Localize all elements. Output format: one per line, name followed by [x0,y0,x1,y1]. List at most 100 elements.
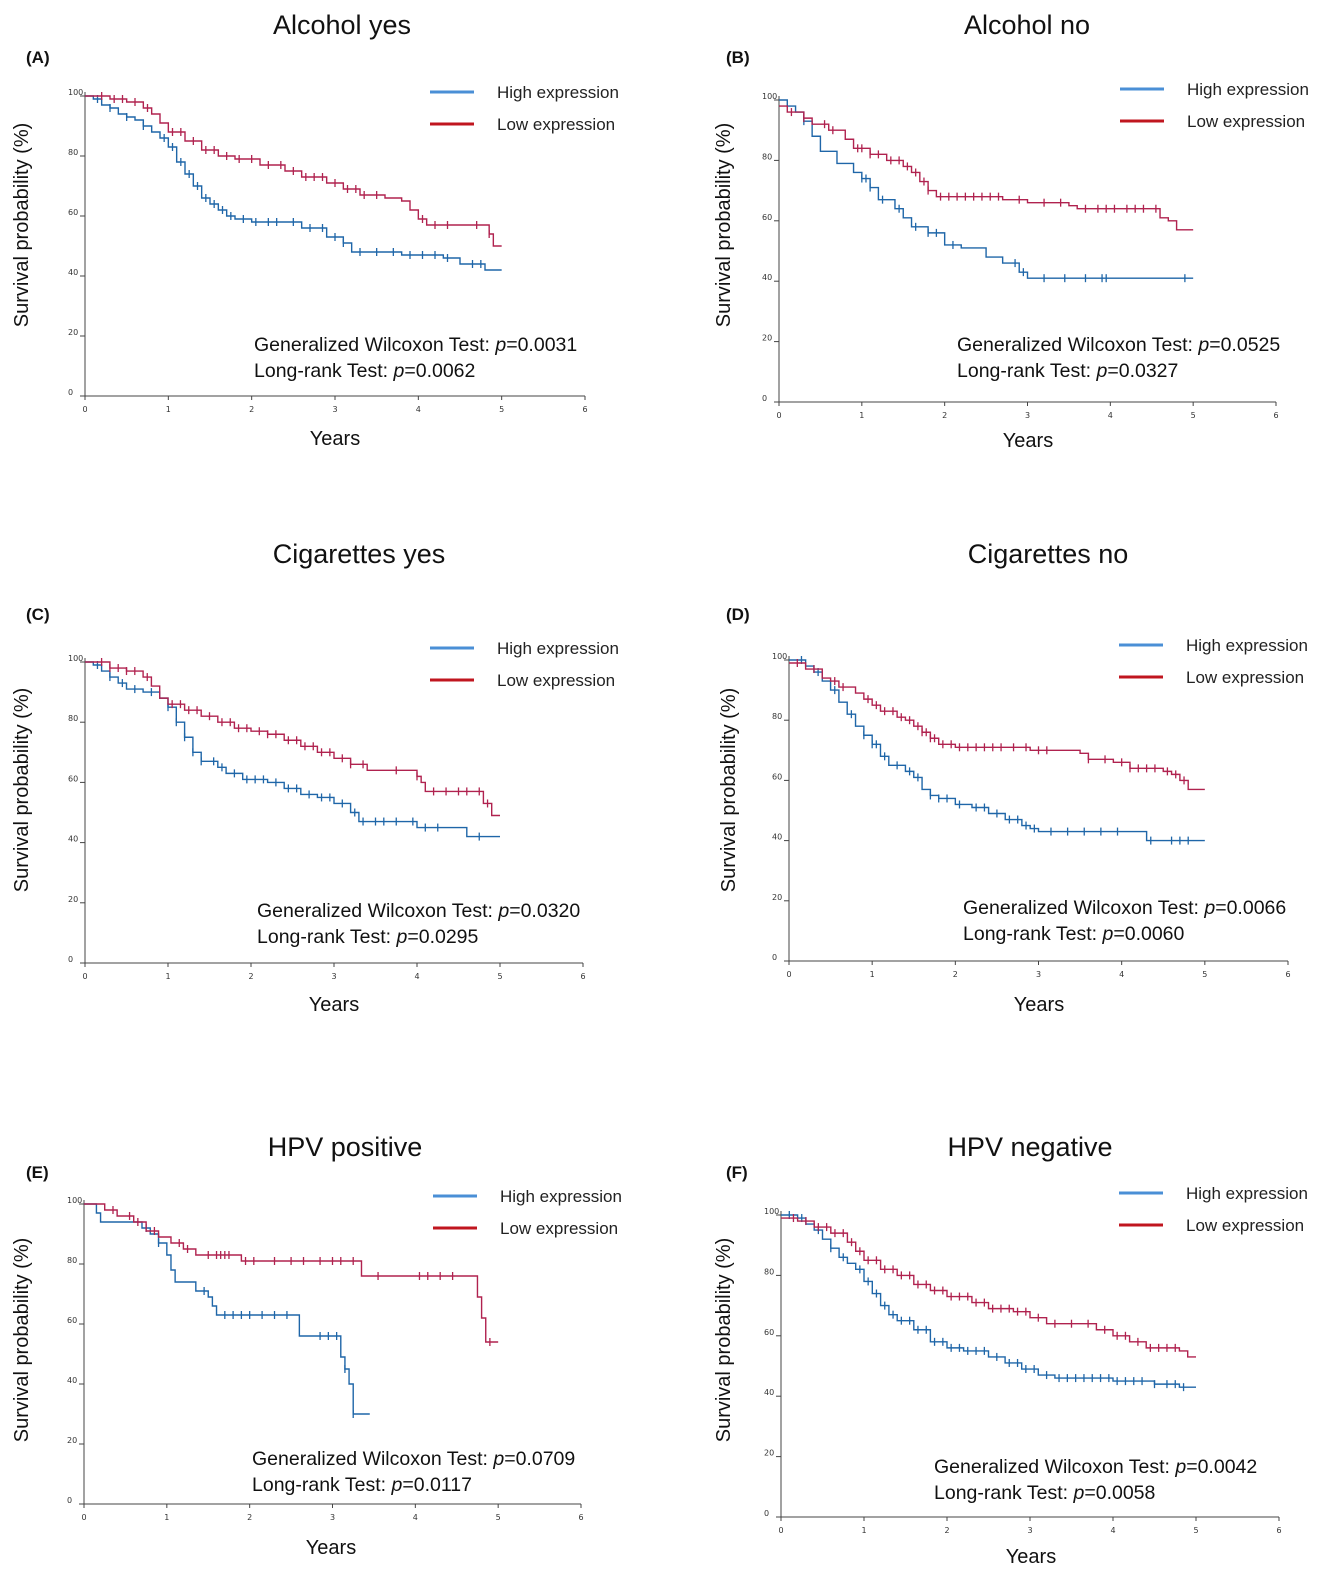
x-tick-label: 6 [578,1513,583,1522]
x-tick-label: 5 [1193,1526,1198,1535]
y-tick-label: 0 [68,388,73,397]
x-tick-label: 1 [165,972,170,981]
x-tick-label: 1 [859,411,864,420]
y-tick-label: 100 [67,1196,82,1205]
y-tick-label: 80 [762,152,772,161]
x-tick-label: 1 [166,405,171,414]
y-tick-label: 20 [762,334,772,343]
y-tick-label: 80 [67,1256,77,1265]
x-tick-label: 4 [413,1513,418,1522]
y-tick-label: 100 [764,1207,779,1216]
legend-label-high: High expression [1186,1184,1308,1203]
x-tick-label: 5 [497,972,502,981]
km-curve-high [779,99,1194,279]
wilcoxon-stat: Generalized Wilcoxon Test: p=0.0709 [252,1448,575,1470]
panel-a: Alcohol yes (A) 0 20 40 60 80 100 0 1 2 3 4 5 6 Years Su… [11,10,619,450]
y-tick-label: 20 [764,1449,774,1458]
x-tick-label: 5 [1191,411,1196,420]
panel-letter: (B) [726,48,750,67]
km-curve-high [84,1203,370,1415]
panel-d: Cigarettes no (D) 0 20 40 60 80 100 0 1 2 3 4 5 6 Years… [718,539,1308,1016]
x-tick-label: 2 [942,411,947,420]
logrank-stat: Long-rank Test: p=0.0295 [257,926,479,948]
legend: High expression Low expression [430,83,619,134]
panel-letter: (A) [26,48,50,67]
y-axis-label: Survival probability (%) [11,1238,33,1443]
legend-label-low: Low expression [497,115,615,134]
y-tick-label: 100 [68,88,83,97]
km-curve-low [781,1217,1196,1358]
legend-label-high: High expression [1187,80,1309,99]
y-tick-label: 80 [68,714,78,723]
logrank-stat: Long-rank Test: p=0.0058 [934,1482,1155,1504]
legend-label-low: Low expression [1186,668,1304,687]
panel-title: Alcohol no [964,10,1090,40]
logrank-stat: Long-rank Test: p=0.0060 [963,923,1185,945]
y-tick-label: 100 [772,652,787,661]
y-axis-label: Survival probability (%) [718,688,740,893]
x-tick-label: 6 [582,405,587,414]
y-tick-label: 40 [772,833,782,842]
x-tick-label: 0 [778,1526,783,1535]
y-tick-label: 100 [762,92,777,101]
x-tick-label: 3 [332,405,337,414]
legend: High expression Low expression [1119,1184,1308,1235]
wilcoxon-stat: Generalized Wilcoxon Test: p=0.0031 [254,334,577,356]
x-axis-label: Years [306,1537,356,1559]
x-tick-label: 2 [953,970,958,979]
x-tick-label: 6 [1273,411,1278,420]
x-tick-label: 5 [1202,970,1207,979]
x-tick-label: 1 [164,1513,169,1522]
wilcoxon-stat: Generalized Wilcoxon Test: p=0.0320 [257,900,580,922]
x-tick-label: 3 [1027,1526,1032,1535]
legend-label-low: Low expression [500,1219,618,1238]
panel-e: HPV positive (E) 0 20 40 60 80 100 0 1 2 3 4 5 6 Years S… [11,1132,622,1559]
panel-letter: (D) [726,605,750,624]
x-axis-label: Years [309,994,359,1016]
panel-title: Cigarettes yes [273,539,446,569]
x-tick-label: 2 [248,972,253,981]
y-tick-label: 0 [762,394,767,403]
legend: High expression Low expression [1119,636,1308,687]
x-tick-label: 0 [82,972,87,981]
wilcoxon-stat: Generalized Wilcoxon Test: p=0.0042 [934,1456,1257,1478]
x-tick-label: 4 [416,405,421,414]
y-tick-label: 60 [67,1316,77,1325]
panel-letter: (E) [26,1163,49,1182]
y-tick-label: 80 [764,1267,774,1276]
logrank-stat: Long-rank Test: p=0.0062 [254,360,475,382]
legend: High expression Low expression [430,639,619,690]
y-tick-label: 40 [762,273,772,282]
legend-label-low: Low expression [497,671,615,690]
x-tick-label: 3 [330,1513,335,1522]
x-axis-label: Years [1014,994,1064,1016]
km-curve-low [84,1203,499,1343]
x-tick-label: 1 [861,1526,866,1535]
x-tick-label: 3 [331,972,336,981]
panel-b: Alcohol no (B) 0 20 40 60 80 100 0 1 2 3 4 5 6 Years Sur… [713,10,1309,452]
x-axis-label: Years [1003,430,1053,452]
y-axis-label: Survival probability (%) [713,123,735,328]
legend-label-high: High expression [497,639,619,658]
legend: High expression Low expression [1120,80,1309,131]
y-tick-label: 60 [764,1328,774,1337]
legend-label-high: High expression [1186,636,1308,655]
y-tick-label: 40 [67,1376,77,1385]
km-curve-high [85,661,500,838]
y-axis-label: Survival probability (%) [11,688,33,893]
y-tick-label: 60 [68,208,78,217]
y-tick-label: 0 [764,1509,769,1518]
y-tick-label: 0 [772,953,777,962]
x-tick-label: 3 [1025,411,1030,420]
x-tick-label: 6 [580,972,585,981]
y-tick-label: 60 [772,772,782,781]
x-tick-label: 5 [499,405,504,414]
y-tick-label: 0 [68,955,73,964]
y-axis-label: Survival probability (%) [11,123,33,328]
y-tick-label: 20 [772,893,782,902]
panel-title: Cigarettes no [968,539,1129,569]
x-tick-label: 6 [1285,970,1290,979]
legend-label-low: Low expression [1186,1216,1304,1235]
legend-label-high: High expression [497,83,619,102]
logrank-stat: Long-rank Test: p=0.0327 [957,360,1178,382]
